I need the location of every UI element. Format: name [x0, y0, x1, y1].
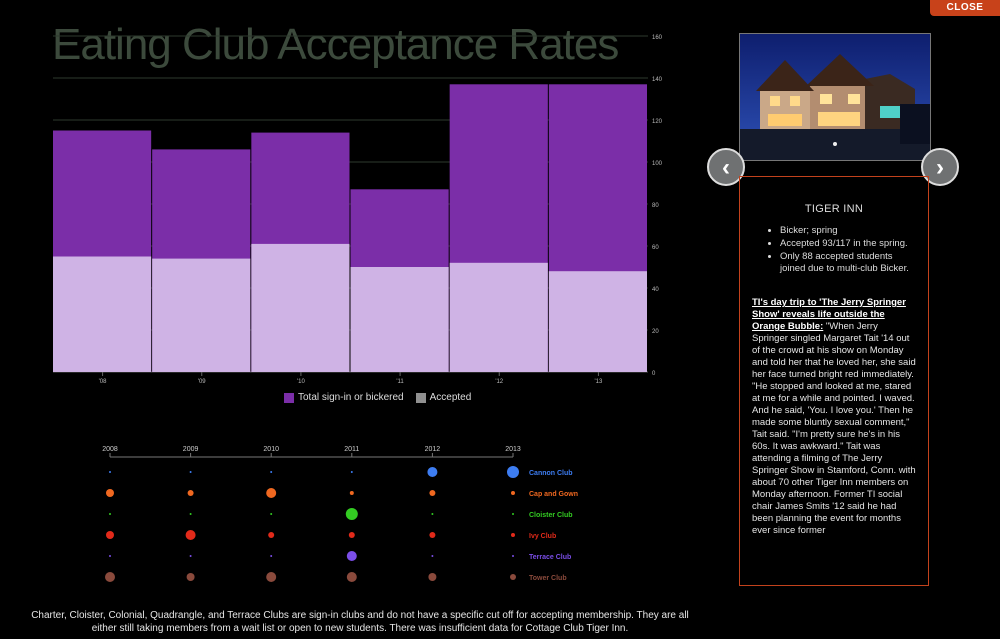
- club-bubble: [109, 513, 111, 515]
- club-bubble: [270, 513, 273, 515]
- club-bubble: [512, 555, 514, 557]
- club-bubble: [270, 555, 273, 557]
- club-bubble: [189, 513, 192, 515]
- club-bubble: [187, 490, 194, 496]
- timeline-year-label: 2012: [425, 446, 441, 453]
- bar-accepted: [53, 256, 152, 372]
- bar-accepted: [449, 262, 548, 372]
- timeline-year-label: 2011: [344, 446, 359, 453]
- panel-article: TI's day trip to 'The Jerry Springer Sho…: [752, 297, 916, 537]
- x-tick-label: '08: [99, 379, 107, 385]
- club-label: Terrace Club: [529, 554, 571, 561]
- club-bubble: [268, 532, 275, 538]
- y-tick-label: 160: [652, 35, 663, 41]
- timeline-year-label: 2009: [183, 446, 199, 453]
- page-title: Eating Club Acceptance Rates: [52, 20, 619, 69]
- y-tick-label: 60: [652, 245, 659, 251]
- club-bubble: [350, 471, 353, 473]
- club-bubble: [266, 488, 277, 498]
- club-bubble: [109, 471, 111, 473]
- y-tick-label: 120: [652, 119, 663, 125]
- panel-bullet: Only 88 accepted students joined due to …: [780, 251, 916, 275]
- chevron-left-icon: ‹: [722, 154, 730, 181]
- y-tick-label: 80: [652, 203, 659, 209]
- club-bubble: [511, 533, 515, 537]
- club-bubble: [185, 530, 196, 540]
- club-bubble: [429, 490, 436, 496]
- club-label: Cap and Gown: [529, 491, 578, 498]
- x-tick-label: '12: [495, 379, 503, 385]
- x-tick-label: '09: [198, 379, 206, 385]
- chart-legend: Total sign-in or bickered Accepted: [284, 392, 471, 403]
- footnote: Charter, Cloister, Colonial, Quadrangle,…: [31, 610, 689, 634]
- y-tick-label: 100: [652, 161, 663, 167]
- club-label: Ivy Club: [529, 533, 556, 540]
- close-button[interactable]: CLOSE: [930, 0, 1000, 16]
- legend-swatch-total: [284, 392, 294, 403]
- x-tick-label: '13: [595, 379, 603, 385]
- club-bubble: [512, 513, 514, 515]
- previous-button[interactable]: ‹: [707, 148, 745, 186]
- club-info-panel: TIGER INN Bicker; spring Accepted 93/117…: [739, 176, 929, 586]
- article-body: "When Jerry Springer singled Margaret Ta…: [752, 321, 916, 536]
- club-bubble: [346, 551, 357, 561]
- bar-accepted: [251, 243, 350, 372]
- article-headline-link[interactable]: TI's day trip to 'The Jerry Springer Sho…: [752, 297, 906, 332]
- club-label: Cannon Club: [529, 470, 573, 477]
- club-bubble: [106, 531, 114, 539]
- y-tick-label: 40: [652, 287, 659, 293]
- x-tick-label: '10: [297, 379, 305, 385]
- club-bubble: [266, 572, 277, 582]
- next-button[interactable]: ›: [921, 148, 959, 186]
- club-photo: [739, 33, 931, 161]
- timeline-year-label: 2013: [505, 446, 521, 453]
- club-bubble: [431, 555, 434, 557]
- club-bubble: [428, 573, 437, 581]
- bar-accepted: [350, 267, 449, 372]
- club-bubble: [345, 508, 358, 520]
- club-bubble: [270, 471, 273, 473]
- chevron-right-icon: ›: [936, 154, 944, 181]
- timeline-year-label: 2010: [263, 446, 279, 453]
- y-tick-label: 140: [652, 77, 663, 83]
- panel-bullet: Bicker; spring: [780, 225, 916, 237]
- bar-accepted: [152, 258, 251, 372]
- club-bubble: [109, 555, 111, 557]
- club-bubble: [510, 574, 516, 580]
- club-bubble: [349, 491, 354, 495]
- panel-bullets: Bicker; spring Accepted 93/117 in the sp…: [768, 225, 916, 275]
- timeline-year-label: 2008: [102, 446, 118, 453]
- bar-chart: 0 20 40 60 80 100 120 140 160 '08 '09 '10 '11 '12 '13: [53, 35, 663, 385]
- club-bubble: [105, 572, 115, 582]
- legend-label-accepted: Accepted: [429, 392, 472, 403]
- club-bubble: [431, 513, 434, 515]
- club-bubble: [189, 555, 192, 557]
- y-tick-label: 0: [652, 371, 656, 377]
- club-bubble: [189, 471, 192, 473]
- x-tick-label: '11: [396, 379, 404, 385]
- panel-bullet: Accepted 93/117 in the spring.: [780, 238, 916, 250]
- club-label: Tower Club: [529, 575, 567, 582]
- legend-swatch-accepted: [415, 392, 426, 403]
- club-bubble: [507, 466, 519, 478]
- panel-title: TIGER INN: [804, 203, 864, 215]
- club-bubble: [511, 491, 515, 495]
- club-bubble: [346, 572, 357, 582]
- y-tick-label: 20: [652, 329, 659, 335]
- bar-accepted: [548, 271, 647, 372]
- club-bubble: [427, 467, 438, 477]
- legend-item-total: Total sign-in or bickered: [284, 392, 404, 403]
- club-bubble: [186, 573, 195, 581]
- club-label: Cloister Club: [529, 512, 573, 519]
- club-bubble: [106, 489, 114, 497]
- club-bubble: [429, 532, 436, 538]
- legend-item-accepted: Accepted: [415, 392, 472, 403]
- club-bubble: [348, 532, 355, 538]
- legend-label-total: Total sign-in or bickered: [298, 392, 404, 403]
